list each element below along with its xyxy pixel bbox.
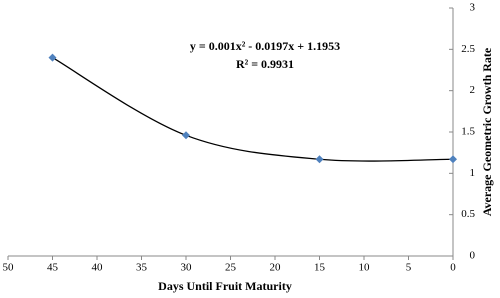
r-squared: R² = 0.9931 [236, 57, 294, 71]
y-tick-label: 0.5 [461, 208, 475, 220]
x-tick-label: 50 [3, 262, 15, 274]
point [182, 131, 190, 140]
y-tick-label: 2.5 [461, 43, 475, 55]
x-tick-label: 35 [136, 262, 148, 274]
y-tick-label: 1 [470, 167, 476, 179]
x-tick-label: 0 [450, 262, 456, 274]
x-tick-label: 15 [314, 262, 326, 274]
x-axis-title: Days Until Fruit Maturity [158, 279, 292, 293]
y-axis-title: Average Geometric Growth Rate [480, 47, 494, 216]
y-tick-label: 0 [470, 250, 476, 262]
x-tick-label: 20 [270, 262, 282, 274]
point [449, 155, 457, 164]
x-tick-label: 5 [406, 262, 412, 274]
x-tick-label: 45 [47, 262, 59, 274]
equation: y = 0.001x² - 0.0197x + 1.1953 [190, 39, 340, 53]
x-tick-label: 40 [92, 262, 104, 274]
y-tick-label: 3 [470, 2, 476, 14]
x-tick-label: 30 [181, 262, 193, 274]
y-tick-label: 2 [470, 84, 476, 96]
point [48, 53, 57, 62]
x-tick-label: 25 [225, 262, 237, 274]
point [315, 155, 324, 164]
trendline [52, 57, 454, 162]
x-tick-label: 10 [359, 262, 371, 274]
y-tick-label: 1.5 [461, 126, 475, 138]
